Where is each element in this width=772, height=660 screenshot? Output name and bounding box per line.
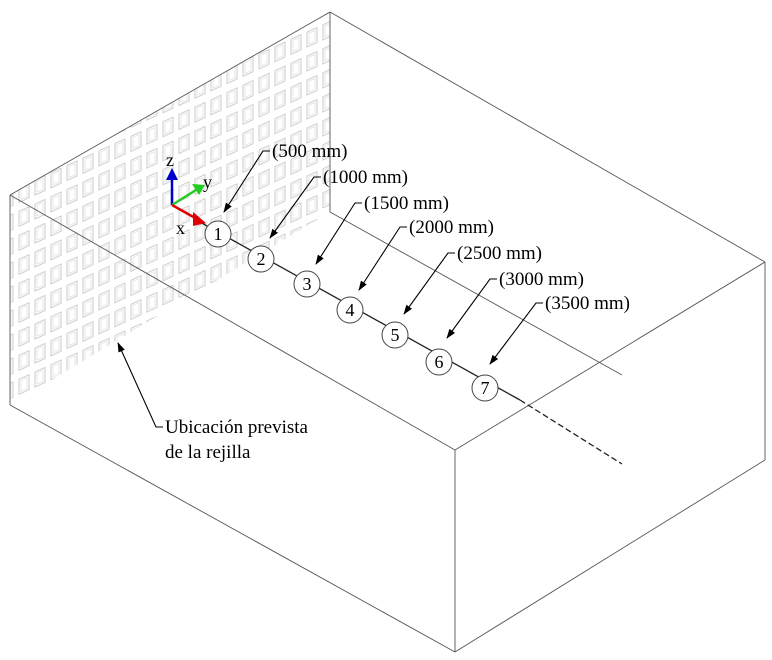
probe-circle-4 (336, 296, 364, 324)
probe-markers: 1 2 3 4 5 6 7 (204, 220, 499, 402)
grid-panel-back (10, 12, 330, 405)
y-axis-arrow (171, 188, 197, 207)
grid-note: Ubicación prevista de la rejilla (117, 342, 309, 463)
probe-label-3: (1500 mm) (364, 193, 449, 214)
probe-number-6: 6 (435, 352, 444, 372)
x-axis-label: x (176, 218, 185, 238)
probe-circle-2 (247, 245, 275, 273)
box-outline (9, 11, 766, 653)
probe-label-2: (1000 mm) (323, 167, 408, 188)
probe-circle-7 (471, 374, 499, 402)
probe-circle-3 (293, 270, 321, 298)
probe-number-1: 1 (214, 224, 223, 244)
probe-circle-5 (381, 321, 409, 349)
leader-6 (446, 278, 497, 339)
probe-label-7: (3500 mm) (545, 293, 630, 314)
probe-label-4: (2000 mm) (409, 217, 494, 238)
axis-triad: z y x (166, 150, 212, 238)
probe-number-2: 2 (257, 249, 266, 269)
x-axis-arrow (171, 203, 198, 221)
probe-label-6: (3000 mm) (499, 269, 584, 290)
probe-number-3: 3 (303, 274, 312, 294)
probe-label-1: (500 mm) (272, 141, 347, 162)
leader-1 (223, 150, 270, 213)
probe-leaders (223, 150, 543, 365)
leader-7 (489, 302, 543, 365)
probe-labels: (500 mm) (1000 mm) (1500 mm) (2000 mm) (… (272, 141, 630, 314)
leader-5 (403, 252, 455, 315)
probe-number-7: 7 (481, 378, 490, 398)
grid-note-leader (117, 342, 163, 428)
leader-2 (269, 176, 321, 239)
probe-number-5: 5 (391, 325, 400, 345)
leader-4 (358, 226, 407, 291)
y-axis-label: y (203, 172, 212, 192)
leader-3 (315, 202, 362, 265)
grid-note-line-1: Ubicación prevista (165, 417, 309, 438)
z-axis-label: z (166, 150, 174, 170)
probe-circle-6 (425, 348, 453, 376)
probe-label-5: (2500 mm) (457, 243, 542, 264)
probe-number-4: 4 (346, 300, 355, 320)
grid-note-line-2: de la rejilla (165, 442, 251, 463)
probe-circle-1 (204, 220, 232, 248)
